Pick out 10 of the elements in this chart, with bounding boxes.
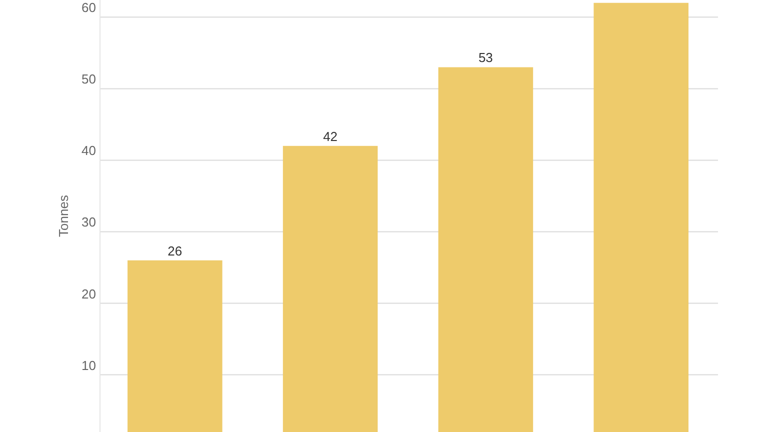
y-axis-title: Tonnes xyxy=(56,194,71,237)
y-tick-label: 50 xyxy=(82,72,96,87)
data-label: 42 xyxy=(323,128,338,144)
data-label: 53 xyxy=(478,50,493,66)
data-label: 26 xyxy=(168,243,182,258)
y-tick-label: 40 xyxy=(82,143,96,158)
y-tick-label: 20 xyxy=(82,286,96,302)
y-tick-label: 60 xyxy=(82,0,96,16)
y-tick-label: 10 xyxy=(82,358,96,373)
y-tick-label: 30 xyxy=(82,214,96,230)
